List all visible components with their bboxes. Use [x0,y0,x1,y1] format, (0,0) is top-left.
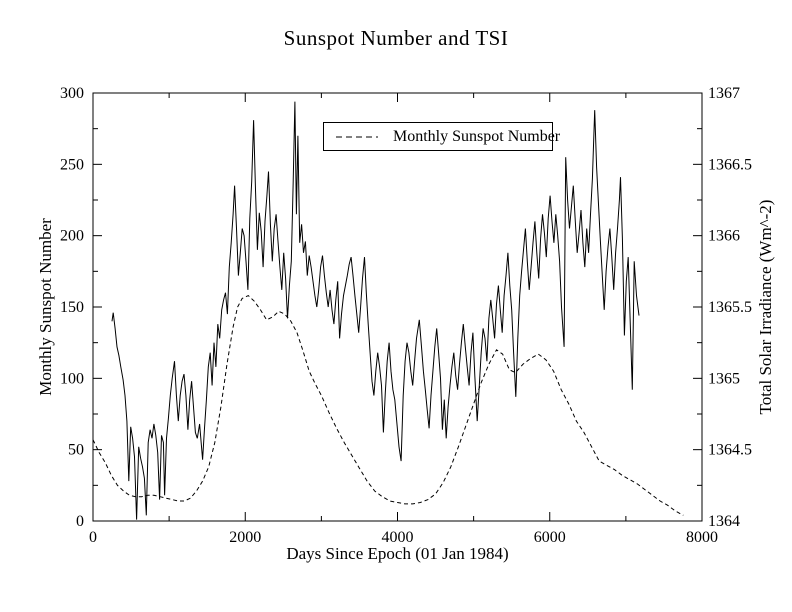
y-left-tick-label: 0 [76,513,84,530]
x-tick-label: 8000 [686,529,718,546]
y-right-tick-label: 1366.5 [708,156,752,173]
x-tick-label: 0 [89,529,97,546]
y-left-tick-label: 250 [60,156,84,173]
legend-dashed-line-sample [336,136,378,137]
legend-label: Monthly Sunspot Number [393,127,561,145]
y-left-tick-label: 100 [60,370,84,387]
chart-title: Sunspot Number and TSI [283,26,509,50]
y-right-tick-label: 1365 [708,370,740,387]
y-right-axis-title: Total Solar Irradiance (Wm^-2) [756,199,775,415]
x-tick-label: 6000 [534,529,566,546]
x-tick-label: 2000 [229,529,261,546]
legend: Monthly Sunspot Number [323,122,560,151]
x-tick-label: 4000 [382,529,414,546]
y-right-tick-label: 1364.5 [708,442,752,459]
tsi-series-line [111,101,640,520]
y-right-tick-label: 1365.5 [708,299,752,316]
sunspot-series-line [92,295,684,516]
y-right-tick-label: 1366 [708,228,740,245]
y-left-tick-label: 300 [60,85,84,102]
y-right-tick-label: 1367 [708,85,740,102]
y-left-tick-label: 150 [60,299,84,316]
y-left-axis-title: Monthly Sunspot Number [36,218,55,396]
y-right-tick-label: 1364 [708,513,740,530]
y-left-tick-label: 50 [68,442,84,459]
x-axis-title: Days Since Epoch (01 Jan 1984) [286,544,509,563]
y-left-tick-label: 200 [60,228,84,245]
plot-frame [92,92,703,522]
